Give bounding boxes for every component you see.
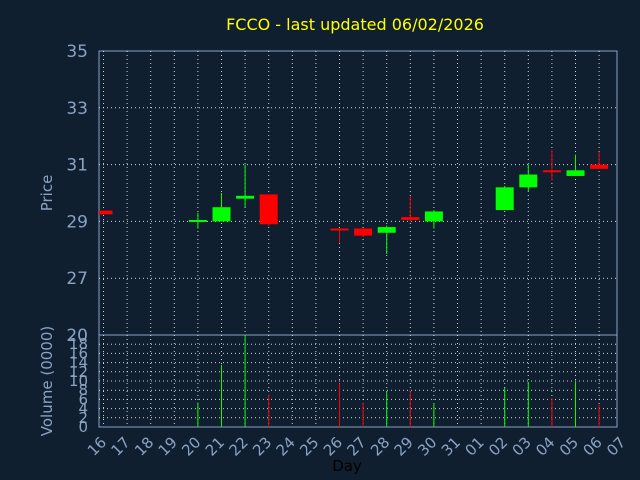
volume-tick-label: 14 [69, 354, 88, 372]
price-plot-frame [98, 50, 618, 336]
candles-group [99, 150, 609, 255]
day-tick-label: 16 [84, 433, 110, 459]
volume-tick-label: 0 [78, 418, 88, 436]
day-tick-label: 06 [579, 433, 605, 459]
day-tick-label: 01 [461, 433, 487, 459]
day-tick-label: 27 [343, 433, 369, 459]
price-axis-label: Price [38, 175, 56, 212]
price-tick-label: 33 [66, 99, 88, 119]
candle-body [590, 164, 609, 169]
day-tick-label: 18 [131, 433, 157, 459]
candle-body [424, 211, 443, 222]
candle-body [354, 228, 373, 236]
candle-body [99, 210, 113, 215]
volume-tick-label: 16 [69, 344, 88, 362]
volume-tick-label: 10 [69, 372, 88, 390]
volume-tick-label: 2 [78, 409, 88, 427]
candle-body [495, 187, 514, 211]
day-tick-label: 05 [556, 433, 582, 459]
day-tick-label: 20 [178, 433, 204, 459]
volume-bars-group [197, 335, 600, 427]
volume-tick-label: 18 [69, 335, 88, 353]
candle-body [401, 217, 420, 220]
day-tick-label: 28 [367, 433, 393, 459]
candle-body [542, 170, 561, 173]
day-tick-label: 04 [532, 433, 558, 459]
day-tick-label: 26 [320, 433, 346, 459]
day-tick-label: 29 [391, 433, 417, 459]
day-tick-label: 24 [273, 433, 299, 459]
price-tick-label: 27 [66, 269, 88, 289]
candle-body [212, 207, 231, 222]
candle-body [377, 227, 396, 233]
day-tick-label: 23 [249, 433, 275, 459]
price-tick-label: 29 [66, 212, 88, 232]
volume-tick-label: 20 [66, 326, 88, 346]
day-tick-label: 30 [414, 433, 440, 459]
volume-axis-label: Volume (0000) [38, 326, 56, 436]
day-tick-label: 21 [202, 433, 228, 459]
candle-body [519, 174, 538, 188]
day-tick-label: 17 [107, 433, 133, 459]
volume-tick-label: 8 [78, 381, 88, 399]
day-tick-label: 03 [509, 433, 535, 459]
day-tick-label: 25 [296, 433, 322, 459]
candle-body [566, 170, 585, 176]
day-tick-label: 02 [485, 433, 511, 459]
price-tick-label: 35 [66, 42, 88, 62]
day-tick-label: 07 [603, 433, 629, 459]
candle-body [330, 228, 349, 231]
candle-body [259, 194, 278, 225]
price-tick-label: 31 [66, 156, 88, 176]
day-tick-label: 19 [155, 433, 181, 459]
x-axis-label: Day [332, 457, 362, 475]
candle-body [236, 195, 255, 199]
candle-body [188, 219, 207, 222]
volume-tick-label: 12 [69, 363, 88, 381]
volume-tick-label: 4 [78, 400, 88, 418]
day-tick-label: 31 [438, 433, 464, 459]
day-tick-label: 22 [225, 433, 251, 459]
chart-title: FCCO - last updated 06/02/2026 [226, 15, 484, 34]
volume-tick-label: 6 [78, 390, 88, 408]
